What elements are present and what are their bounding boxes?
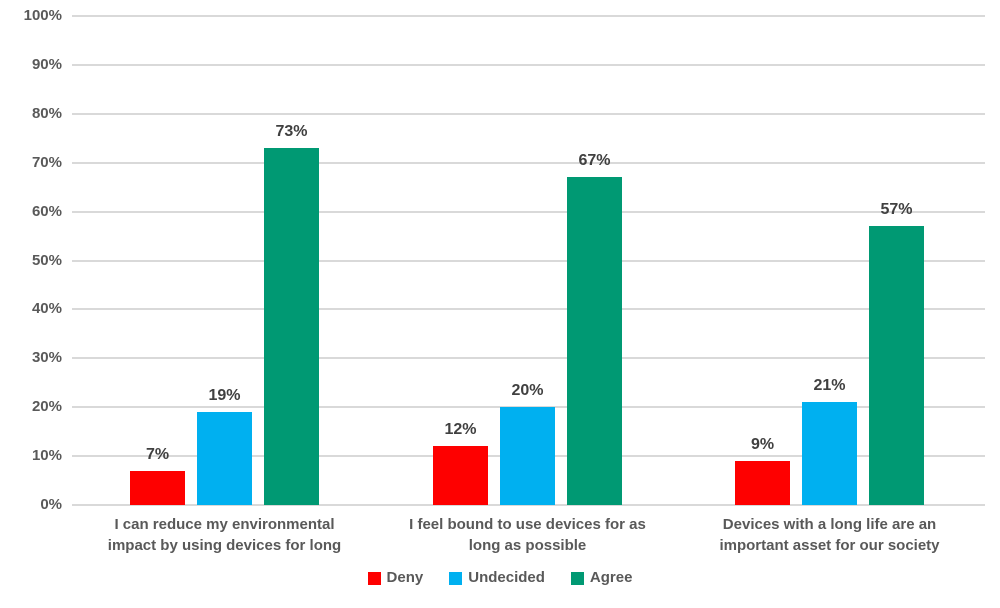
bar-undecided bbox=[802, 402, 857, 505]
y-axis-tick-label: 10% bbox=[31, 447, 62, 465]
category-label: Devices with a long life are an important… bbox=[719, 516, 940, 554]
bar-value-label: 7% bbox=[145, 446, 170, 463]
y-axis-tick-label: 20% bbox=[31, 398, 62, 416]
legend-item-deny: Deny bbox=[367, 569, 424, 586]
y-axis-tick-label: 100% bbox=[23, 7, 62, 24]
category-label: I feel bound to use devices for as long a… bbox=[409, 516, 646, 554]
bar-value-label: 67% bbox=[578, 152, 611, 169]
gridline bbox=[72, 504, 985, 506]
bar-deny bbox=[433, 446, 488, 505]
legend-label: Undecided bbox=[468, 569, 545, 586]
bar-value-label: 21% bbox=[813, 377, 846, 394]
bar-value-label: 19% bbox=[208, 387, 241, 404]
gridline bbox=[72, 63, 985, 66]
bar-value-label: 73% bbox=[275, 123, 308, 140]
y-axis-tick-label: 70% bbox=[31, 153, 62, 171]
bar-value-label: 57% bbox=[880, 201, 913, 218]
legend-swatch-agree bbox=[570, 571, 584, 585]
y-axis-tick-label: 30% bbox=[31, 349, 62, 367]
gridline bbox=[72, 259, 985, 262]
y-axis-tick-label: 40% bbox=[31, 300, 62, 318]
bar-agree bbox=[869, 226, 924, 505]
legend-swatch-deny bbox=[367, 571, 381, 585]
y-axis-tick-label: 80% bbox=[31, 104, 62, 122]
legend-swatch-undecided bbox=[449, 571, 463, 585]
y-axis-tick-label: 90% bbox=[31, 55, 62, 73]
gridline bbox=[72, 15, 985, 17]
gridline bbox=[72, 161, 985, 164]
legend-item-agree: Agree bbox=[570, 569, 633, 586]
gridline bbox=[72, 357, 985, 360]
legend-item-undecided: Undecided bbox=[449, 570, 545, 586]
legend-label: Agree bbox=[589, 569, 633, 586]
bar-agree bbox=[567, 177, 622, 505]
bar-undecided bbox=[197, 412, 252, 505]
gridline bbox=[72, 210, 985, 213]
gridline bbox=[72, 112, 985, 115]
y-axis-tick-label: 50% bbox=[31, 251, 62, 269]
y-axis-tick-label: 60% bbox=[31, 202, 62, 220]
category-label: I can reduce my environmental impact by u… bbox=[107, 516, 342, 554]
y-axis-tick-label: 0% bbox=[40, 496, 62, 513]
gridline bbox=[72, 308, 985, 311]
bar-value-label: 20% bbox=[511, 382, 544, 399]
legend-label: Deny bbox=[386, 569, 424, 586]
bar-value-label: 12% bbox=[444, 421, 477, 438]
bar-deny bbox=[130, 471, 185, 505]
bar-agree bbox=[264, 148, 319, 505]
bar-value-label: 9% bbox=[750, 436, 775, 453]
legend: Deny Undecided Agree bbox=[0, 570, 1000, 586]
bar-undecided bbox=[500, 407, 555, 505]
bar-deny bbox=[735, 461, 790, 505]
